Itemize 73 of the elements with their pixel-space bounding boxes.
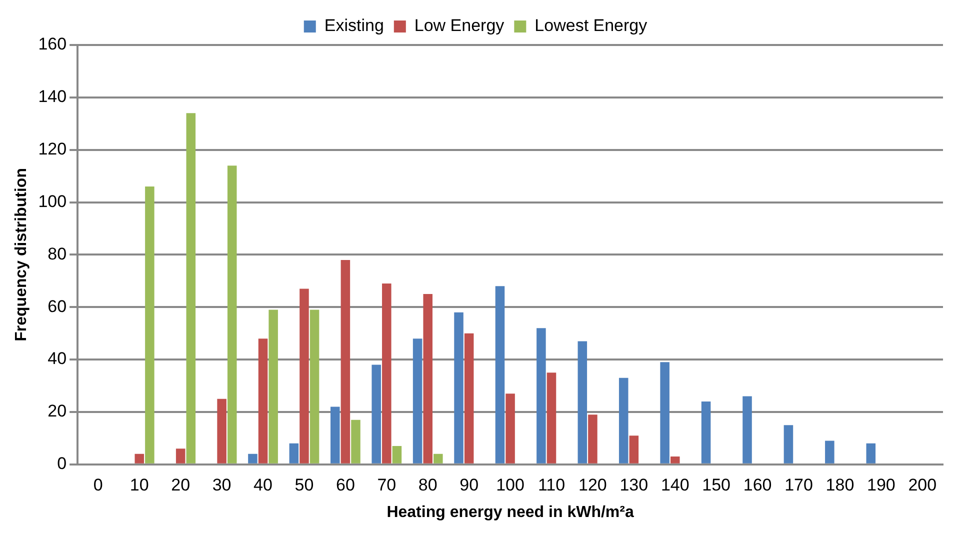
bar	[412, 338, 422, 464]
x-tick-label: 40	[254, 475, 272, 494]
bar	[536, 328, 546, 464]
bar	[742, 396, 752, 464]
x-tick-label: 100	[496, 475, 524, 494]
x-tick-label: 90	[460, 475, 479, 494]
bar	[176, 448, 186, 464]
bar	[340, 260, 350, 464]
x-tick-label: 180	[826, 475, 854, 494]
x-tick-label: 10	[130, 475, 149, 494]
bar	[268, 310, 278, 464]
x-axis-title: Heating energy need in kWh/m²a	[386, 504, 634, 521]
x-tick-label: 160	[743, 475, 772, 494]
x-tick-label: 120	[578, 475, 607, 494]
bar	[392, 446, 402, 464]
bar	[618, 378, 628, 464]
x-tick-label: 110	[538, 475, 566, 494]
x-tick-label: 130	[620, 475, 648, 494]
bar	[330, 406, 340, 464]
bar	[186, 113, 196, 464]
x-tick-label: 200	[908, 475, 937, 494]
x-tick-label: 30	[212, 475, 232, 494]
bar	[660, 362, 670, 464]
legend-label: Low Energy	[414, 16, 505, 36]
bar	[217, 398, 226, 464]
bar	[227, 166, 237, 464]
y-tick-label: 80	[48, 244, 67, 264]
x-tick-label: 80	[418, 475, 438, 494]
bar	[372, 364, 381, 464]
bar	[464, 333, 474, 464]
bar	[258, 338, 268, 464]
x-tick-label: 20	[171, 475, 190, 494]
y-tick-label: 100	[38, 192, 67, 211]
bar	[454, 312, 464, 464]
y-tick-label: 160	[38, 34, 67, 54]
bar	[145, 186, 154, 464]
y-tick-label: 40	[48, 349, 67, 368]
x-tick-label: 170	[784, 475, 813, 494]
bar	[784, 425, 794, 464]
bar	[382, 284, 392, 464]
bar	[351, 420, 360, 464]
x-tick-label: 0	[93, 475, 103, 494]
bar	[289, 443, 299, 464]
x-tick-label: 60	[336, 475, 355, 494]
y-tick-label: 60	[48, 296, 67, 316]
bar	[866, 443, 876, 464]
bar	[578, 341, 588, 464]
bar	[495, 286, 505, 464]
y-tick-label: 120	[38, 140, 67, 159]
y-tick-label: 140	[38, 87, 67, 106]
x-tick-label: 190	[866, 475, 896, 494]
legend-label: Lowest Energy	[534, 16, 648, 36]
y-tick-label: 20	[48, 402, 67, 421]
bar	[588, 414, 598, 464]
bar	[701, 401, 711, 464]
bar	[825, 440, 834, 464]
x-tick-label: 70	[377, 475, 396, 494]
bar	[629, 436, 639, 464]
bar	[248, 454, 258, 464]
bar	[300, 288, 309, 464]
x-tick-label: 50	[294, 475, 314, 494]
bar	[310, 310, 320, 464]
bar	[506, 394, 515, 464]
y-tick-label: 0	[57, 454, 67, 474]
bar	[670, 456, 680, 464]
legend-label: Existing	[324, 16, 384, 36]
x-tick-label: 150	[702, 475, 731, 494]
bar	[434, 454, 443, 464]
bar	[134, 454, 144, 464]
bar	[423, 294, 432, 464]
bar	[546, 372, 556, 464]
x-tick-label: 140	[660, 475, 690, 494]
y-axis-title: Frequency distribution	[13, 168, 30, 342]
